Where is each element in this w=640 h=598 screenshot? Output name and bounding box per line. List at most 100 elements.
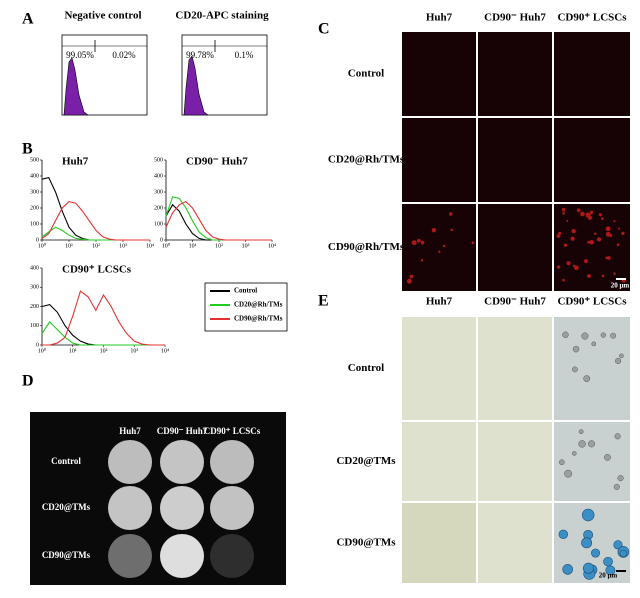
row-label: CD20@Rh/TMs (328, 154, 405, 166)
micrograph (402, 204, 476, 291)
micrograph (402, 422, 476, 501)
scale-bar (616, 278, 626, 280)
stained-cell (581, 508, 595, 522)
histogram-line (41, 321, 165, 346)
panel-label: C (318, 21, 330, 38)
gate-percent: 99.05% (66, 50, 94, 60)
histogram-line (42, 290, 165, 346)
y-tick-label: 0 (36, 237, 39, 243)
y-tick-label: 300 (154, 189, 163, 195)
fluorescent-cell (566, 261, 571, 266)
mri-well (160, 534, 204, 578)
column-header: Huh7 (426, 12, 453, 24)
scale-bar (616, 570, 626, 572)
x-tick-label: 10⁰ (38, 347, 47, 354)
mri-well (210, 440, 254, 484)
histogram-line (165, 203, 272, 241)
micrograph (402, 503, 476, 583)
fluorescent-cell (621, 231, 625, 236)
cell (617, 475, 624, 482)
cell (571, 451, 577, 456)
fluorescent-cell (587, 215, 593, 220)
x-tick-label: 10² (215, 243, 223, 249)
fluorescent-cell (561, 207, 566, 212)
fluorescent-cell (593, 232, 597, 236)
fluorescent-cell (587, 240, 591, 244)
scale-label: 20 μm (611, 282, 630, 290)
x-tick-label: 10⁰ (162, 242, 171, 249)
fluorescent-cell (617, 227, 620, 230)
cell (562, 331, 569, 339)
stained-cell (558, 529, 569, 540)
row-label: CD90@TMs (42, 550, 91, 560)
column-header: CD90⁻ Huh7 (484, 12, 546, 24)
fluorescent-cell (571, 228, 576, 234)
fluorescent-cell (471, 241, 475, 245)
panel-label: B (22, 141, 33, 158)
row-label: CD20@TMs (42, 502, 91, 512)
micrograph (478, 422, 552, 501)
panel-label: E (318, 293, 329, 310)
y-tick-label: 300 (30, 189, 39, 195)
fluorescent-cell (587, 274, 591, 278)
fluorescent-cell (605, 256, 609, 260)
y-tick-label: 400 (30, 173, 39, 179)
gate-percent: 0.1% (235, 50, 254, 60)
fluorescent-cell (601, 274, 605, 278)
stained-cell (562, 564, 573, 575)
x-tick-label: 10² (92, 243, 100, 249)
cell (578, 440, 586, 448)
mri-well (160, 486, 204, 530)
x-tick-label: 10⁴ (146, 243, 154, 249)
chart-title: CD90⁺ LCSCs (62, 264, 132, 276)
fluorescent-cell (616, 243, 620, 247)
cell (572, 345, 580, 353)
chart-title: CD90⁻ Huh7 (186, 156, 248, 168)
column-header: CD90⁺ LCSCs (557, 296, 627, 308)
column-header: Huh7 (426, 296, 453, 308)
cell (572, 366, 578, 373)
cell (578, 429, 584, 435)
fluorescent-cell (605, 231, 611, 237)
cell (614, 433, 621, 440)
x-tick-label: 10¹ (69, 348, 77, 354)
y-tick-label: 100 (154, 221, 163, 227)
fluorescent-cell (406, 278, 412, 284)
panel-label: A (22, 11, 34, 28)
fluorescent-cell (584, 259, 589, 264)
y-tick-label: 400 (30, 265, 39, 271)
fluorescent-cell (606, 256, 611, 260)
fluorescent-cell (562, 212, 565, 215)
plot-title: Negative control (64, 10, 141, 22)
stained-cell (581, 537, 593, 549)
micrograph (478, 317, 552, 420)
x-tick-label: 10⁴ (268, 243, 276, 249)
fluorescent-cell (605, 226, 611, 232)
y-tick-label: 300 (30, 285, 39, 291)
fluorescent-cell (601, 217, 604, 220)
cell (564, 469, 573, 478)
cell (600, 332, 606, 338)
micrograph (402, 118, 476, 202)
y-tick-label: 500 (154, 157, 163, 163)
fluorescent-cell (431, 228, 437, 233)
scale-label: 20 μm (599, 572, 618, 580)
y-tick-label: 0 (36, 342, 39, 348)
fluorescent-cell (613, 272, 616, 275)
micrograph (478, 118, 552, 202)
fluorescent-cell (570, 236, 575, 241)
cell (613, 483, 620, 490)
fluorescent-cell (613, 220, 616, 223)
column-header: CD90⁻ Huh7 (157, 426, 208, 436)
stained-cell (613, 540, 623, 550)
stained-cell (603, 556, 613, 567)
cell (581, 332, 589, 340)
fluorescent-cell (420, 240, 425, 245)
mri-well (108, 534, 152, 578)
column-header: CD90⁺ LCSCs (204, 426, 261, 436)
micrograph (554, 204, 630, 291)
gate-percent: 0.02% (112, 50, 136, 60)
mri-well (210, 534, 254, 578)
